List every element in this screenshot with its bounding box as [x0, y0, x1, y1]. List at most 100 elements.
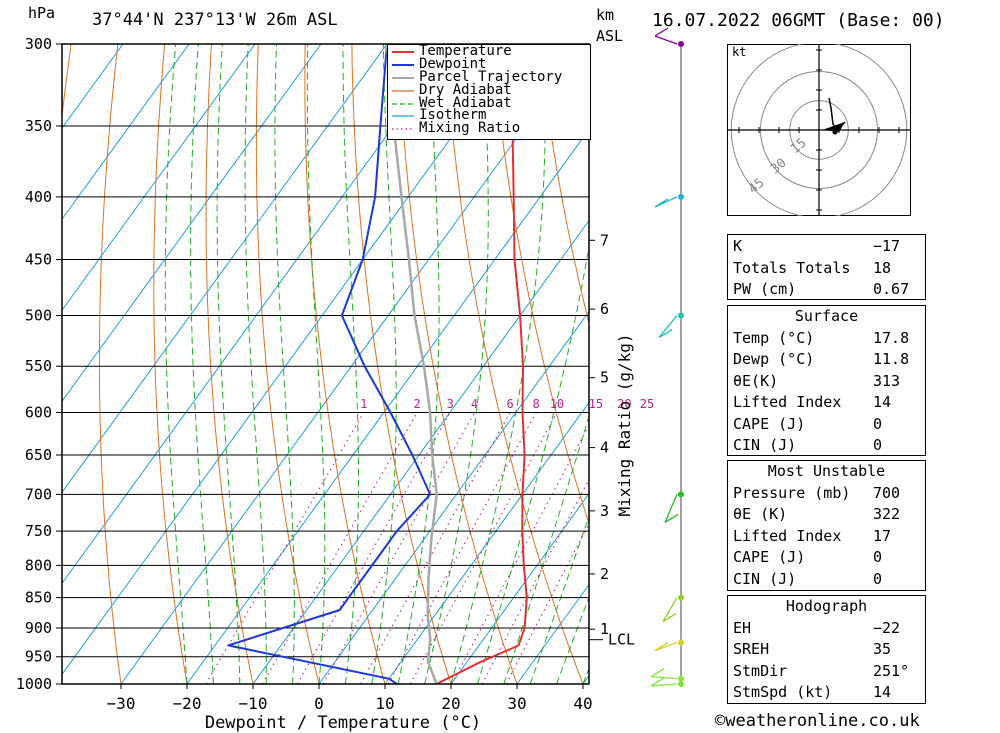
temperature-profile	[436, 44, 528, 684]
height-km-tick-label: 7	[600, 231, 609, 249]
wind-barb-dot	[678, 491, 684, 498]
dry-adiabat-line	[538, 44, 589, 326]
dewpoint-profile	[227, 44, 432, 684]
table-value: 14	[873, 393, 892, 411]
plot-frame	[61, 43, 590, 685]
mixing-ratio-label: 3	[447, 397, 454, 411]
table-value: 11.8	[873, 350, 910, 368]
legend-swatch	[392, 128, 414, 130]
table-key: Pressure (mb)	[733, 483, 851, 502]
temperature-tick-label: −20	[173, 694, 202, 713]
table-value: 700	[873, 483, 901, 502]
table-row: StmSpd (kt) 14	[728, 682, 925, 704]
table-value: 251°	[873, 661, 910, 680]
table-row: CAPE (J) 0	[728, 547, 925, 569]
table-row: θE(K) 313	[728, 371, 925, 393]
pressure-tick-label: 1000	[16, 675, 52, 693]
table-row: Temp (°C) 17.8	[728, 328, 925, 350]
table-key: Lifted Index	[733, 526, 842, 545]
wind-barb-dot	[678, 41, 684, 47]
table-value: −17	[873, 237, 901, 255]
wet-adiabat-line	[342, 44, 359, 684]
mixing-ratio-line	[360, 412, 511, 684]
pressure-tick-label: 800	[25, 556, 52, 574]
table-value: 0	[873, 548, 883, 566]
table-key: Lifted Index	[733, 393, 842, 411]
mixing-ratio-line	[322, 412, 475, 684]
wind-barb-dot	[678, 681, 684, 687]
table-key: PW (cm)	[733, 280, 797, 298]
wet-adiabat-line	[371, 44, 397, 684]
legend-swatch	[392, 90, 414, 92]
mixing-ratio-label: 25	[640, 397, 654, 411]
mixing-ratio-label: 6	[506, 397, 513, 411]
isotherm-line	[62, 44, 520, 676]
temperature-tick-label: 30	[507, 694, 526, 713]
legend-swatch	[392, 102, 414, 105]
temperature-tick-label: 20	[441, 694, 460, 713]
isotherm-line	[384, 401, 589, 684]
most-unstable-table: Most Unstable Pressure (mb) 700 θE (K) 322 Li…	[727, 460, 926, 591]
table-value: 322	[873, 505, 901, 523]
hodograph-unit: kt	[732, 45, 747, 59]
table-key: CAPE (J)	[733, 414, 806, 433]
isotherm-line	[186, 128, 589, 684]
mixing-ratio-axis-label: Mixing Ratio (g/kg)	[615, 333, 634, 516]
height-km-tick-label: 6	[600, 300, 609, 318]
temperature-tick-label: 0	[314, 694, 324, 713]
dry-adiabat-line	[445, 44, 584, 684]
height-km-tick-label: 3	[600, 502, 609, 520]
dry-adiabat-line	[255, 44, 320, 684]
legend-swatch	[392, 51, 414, 53]
wind-barb	[654, 27, 678, 45]
table-value: 0	[873, 414, 883, 433]
isotherm-line	[318, 310, 589, 684]
isotherm-line	[252, 219, 589, 684]
wind-barb-dot	[678, 675, 684, 682]
table-row: PW (cm) 0.67	[728, 279, 925, 301]
table-value: −22	[873, 618, 901, 637]
mixing-ratio-label: 20	[617, 397, 631, 411]
pressure-tick-label: 500	[25, 307, 52, 325]
table-row: Pressure (mb) 700	[728, 483, 925, 505]
dry-adiabat-line	[98, 44, 122, 684]
table-row: Lifted Index 17	[728, 526, 925, 548]
table-key: CIN (J)	[733, 569, 797, 588]
mixing-ratio-label: 2	[414, 397, 421, 411]
pressure-tick-label: 350	[25, 117, 52, 135]
table-key: CIN (J)	[733, 436, 797, 454]
pressure-tick-label: 950	[25, 648, 52, 666]
wet-adiabat-line	[476, 244, 589, 684]
legend-label: Wet Adiabat	[419, 94, 512, 111]
table-value: 17	[873, 526, 892, 545]
isotherm-line	[62, 44, 190, 221]
lcl-label: LCL	[608, 631, 635, 649]
table-key: K	[733, 237, 743, 255]
height-km-tick-label: 2	[600, 565, 609, 583]
surface-table: Surface Temp (°C) 17.8 Dewp (°C) 11.8 θE(K) 31…	[727, 305, 926, 456]
table-row: K −17	[728, 236, 925, 258]
wet-adiabat-line	[190, 44, 214, 684]
table-key: θE(K)	[733, 371, 779, 390]
table-key: StmSpd (kt)	[733, 683, 833, 701]
location-label: 37°44'N 237°13'W 26m ASL	[92, 10, 338, 30]
wind-barb-dot	[678, 594, 684, 601]
table-row: θE (K) 322	[728, 504, 925, 526]
table-key: StmDir	[733, 661, 788, 680]
dry-adiabat-line	[351, 44, 452, 684]
table-value: 17.8	[873, 328, 910, 347]
legend-swatch	[392, 115, 414, 118]
wet-adiabat-line	[306, 44, 326, 684]
table-key: Temp (°C)	[733, 328, 815, 347]
pressure-tick-label: 550	[25, 357, 52, 375]
table-row: Dewp (°C) 11.8	[728, 349, 925, 371]
legend: Temperature Dewpoint Parcel Trajectory Dry …	[387, 44, 591, 140]
temperature-tick-label: −10	[239, 694, 268, 713]
legend-label: Dry Adiabat	[419, 81, 512, 98]
table-title: Hodograph	[785, 597, 868, 615]
wind-barb	[662, 597, 678, 623]
table-value: 0.67	[873, 280, 910, 298]
hodograph-table: Hodograph EH −22 SREH 35 StmDir 251° StmSpd (kt…	[727, 595, 926, 704]
table-title: Surface	[794, 307, 859, 325]
